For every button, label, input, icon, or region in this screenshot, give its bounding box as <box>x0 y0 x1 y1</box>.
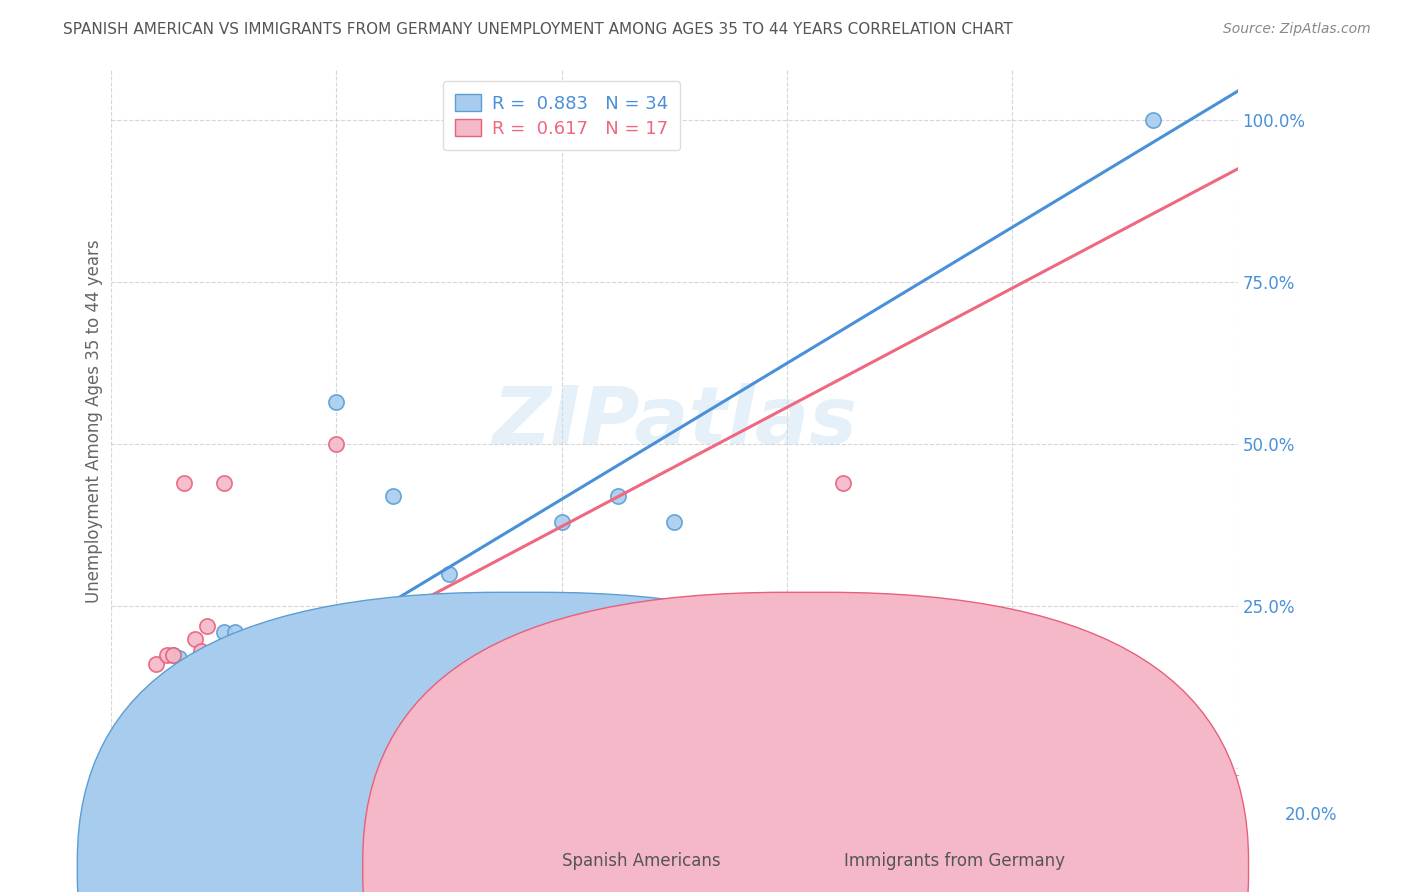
Point <box>664 515 686 529</box>
Point <box>190 670 212 684</box>
Text: ZIPatlas: ZIPatlas <box>492 383 856 460</box>
Point <box>224 625 246 640</box>
Point <box>111 755 134 769</box>
Legend: R =  0.883   N = 34, R =  0.617   N = 17: R = 0.883 N = 34, R = 0.617 N = 17 <box>443 81 681 150</box>
Point <box>145 748 167 763</box>
Point <box>167 651 190 665</box>
Point <box>156 757 179 772</box>
Point <box>117 755 139 769</box>
Point <box>184 748 207 763</box>
Point <box>550 515 572 529</box>
Point <box>105 757 128 772</box>
Point <box>212 476 235 491</box>
Point <box>240 632 263 646</box>
Point <box>607 489 630 503</box>
Point <box>184 632 207 646</box>
Text: Immigrants from Germany: Immigrants from Germany <box>844 852 1064 870</box>
Point <box>437 566 460 581</box>
Point <box>117 755 139 769</box>
Point <box>122 751 145 765</box>
Point <box>212 625 235 640</box>
Point <box>156 648 179 662</box>
Point <box>111 748 134 763</box>
Text: 20.0%: 20.0% <box>1285 806 1337 824</box>
Point <box>162 648 184 662</box>
Point <box>1142 113 1164 128</box>
Point <box>139 755 162 769</box>
Point <box>179 661 201 675</box>
Point <box>156 751 179 765</box>
Point <box>381 489 404 503</box>
Point <box>134 751 156 765</box>
Point <box>150 755 173 769</box>
Point <box>195 670 218 684</box>
Point <box>128 748 150 763</box>
Point <box>832 476 855 491</box>
Point <box>162 648 184 662</box>
Point <box>134 748 156 763</box>
Point <box>128 757 150 772</box>
Text: Spanish Americans: Spanish Americans <box>562 852 721 870</box>
Point <box>173 667 195 681</box>
Point <box>190 644 212 658</box>
Text: SPANISH AMERICAN VS IMMIGRANTS FROM GERMANY UNEMPLOYMENT AMONG AGES 35 TO 44 YEA: SPANISH AMERICAN VS IMMIGRANTS FROM GERM… <box>63 22 1012 37</box>
Point <box>145 657 167 672</box>
Point <box>201 657 224 672</box>
Point <box>325 437 347 451</box>
Point <box>128 755 150 769</box>
Point <box>122 751 145 765</box>
Point <box>139 748 162 763</box>
Text: Source: ZipAtlas.com: Source: ZipAtlas.com <box>1223 22 1371 37</box>
Point <box>117 748 139 763</box>
Y-axis label: Unemployment Among Ages 35 to 44 years: Unemployment Among Ages 35 to 44 years <box>86 240 103 603</box>
Point <box>195 618 218 632</box>
Point <box>325 395 347 409</box>
Point <box>111 755 134 769</box>
Point <box>122 755 145 769</box>
Point <box>134 751 156 765</box>
Point <box>105 757 128 772</box>
Point <box>173 476 195 491</box>
